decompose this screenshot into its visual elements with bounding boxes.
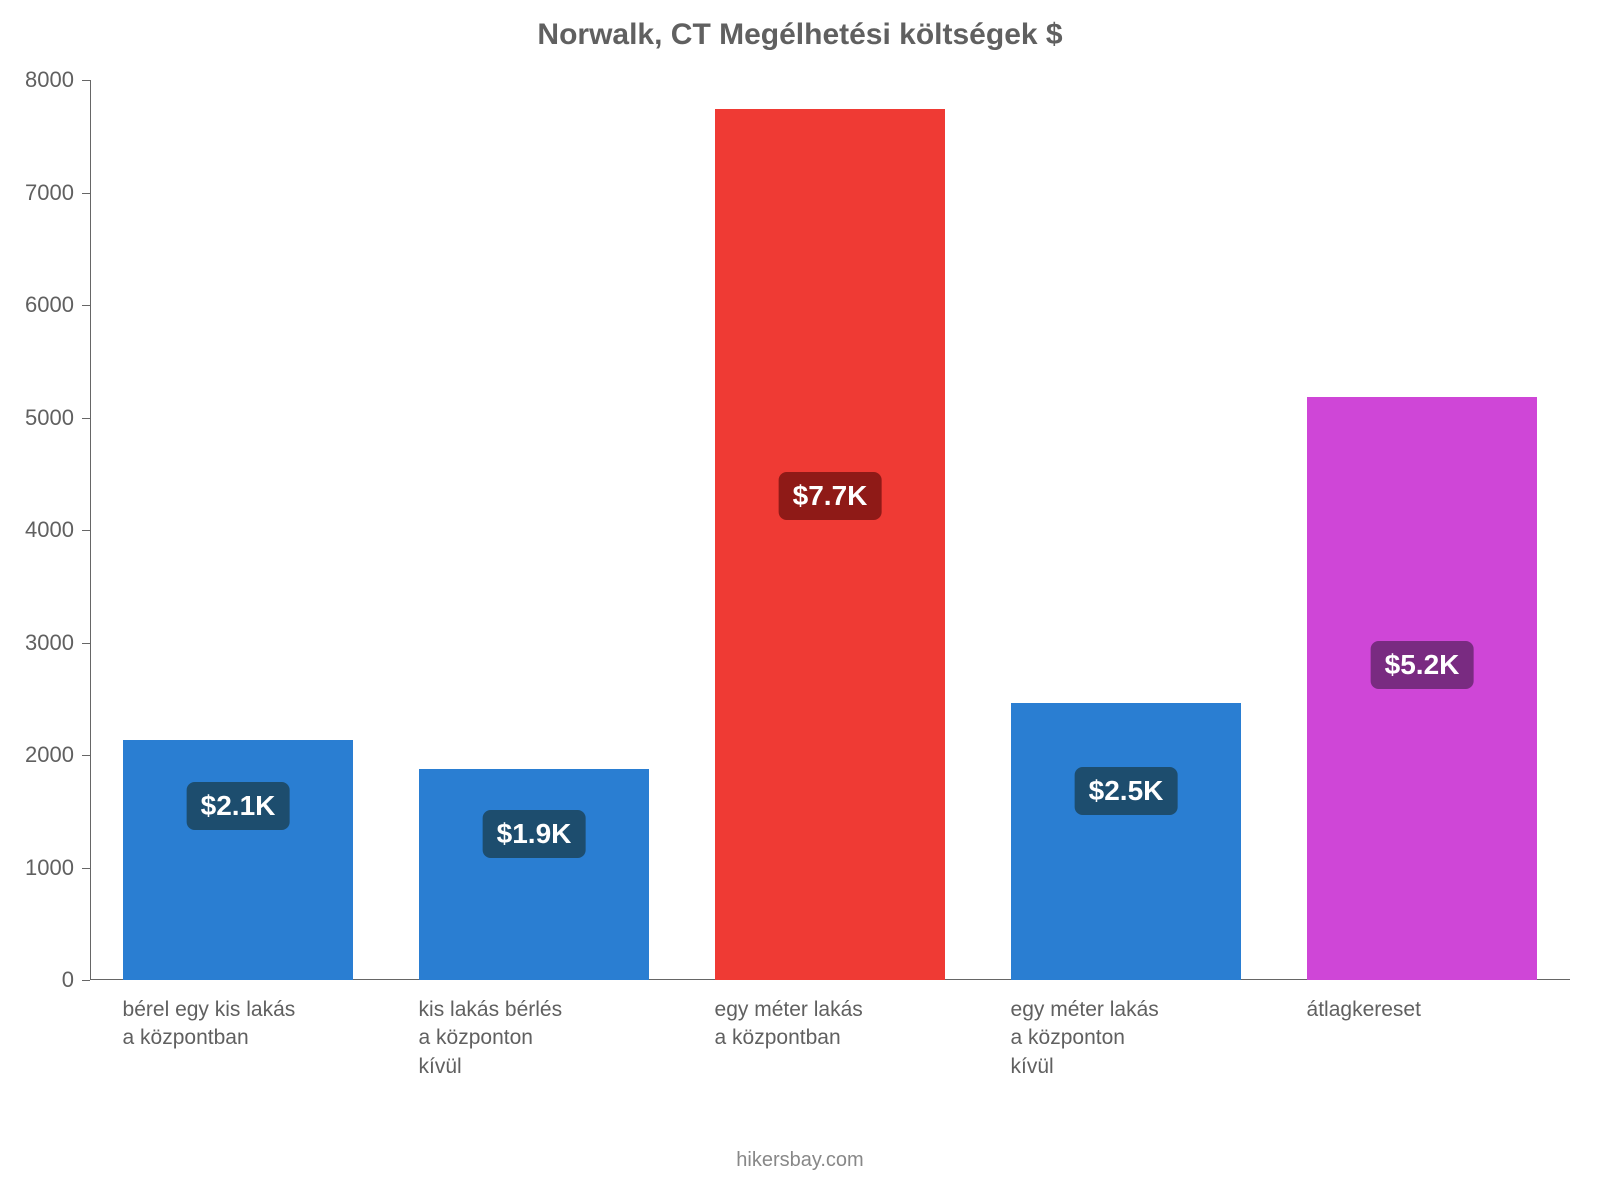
y-tick-label: 3000: [25, 630, 90, 656]
plot-area: 010002000300040005000600070008000$2.1Kbé…: [90, 80, 1570, 980]
y-tick-label: 1000: [25, 855, 90, 881]
bar-value-badge: $5.2K: [1371, 641, 1474, 689]
bar-value-badge: $2.1K: [187, 782, 290, 830]
y-tick-label: 0: [62, 967, 90, 993]
bar: [715, 109, 946, 980]
bar: [419, 769, 650, 981]
bar-value-badge: $1.9K: [483, 810, 586, 858]
chart-footer: hikersbay.com: [0, 1149, 1600, 1172]
category-label: egy méter lakás a központon kívül: [1011, 980, 1282, 1081]
y-tick-label: 2000: [25, 742, 90, 768]
category-label: átlagkereset: [1307, 980, 1578, 1024]
bar: [1011, 703, 1242, 980]
y-tick-label: 7000: [25, 180, 90, 206]
category-label: bérel egy kis lakás a központban: [123, 980, 394, 1053]
category-label: kis lakás bérlés a központon kívül: [419, 980, 690, 1081]
y-tick-label: 8000: [25, 67, 90, 93]
category-label: egy méter lakás a központban: [715, 980, 986, 1053]
bar-value-badge: $2.5K: [1075, 767, 1178, 815]
chart-title: Norwalk, CT Megélhetési költségek $: [0, 18, 1600, 52]
chart-container: Norwalk, CT Megélhetési költségek $ 0100…: [0, 0, 1600, 1200]
y-tick-label: 6000: [25, 292, 90, 318]
bar: [123, 740, 354, 980]
y-tick-label: 4000: [25, 517, 90, 543]
bar-value-badge: $7.7K: [779, 472, 882, 520]
y-tick-label: 5000: [25, 405, 90, 431]
y-axis-line: [90, 80, 91, 980]
